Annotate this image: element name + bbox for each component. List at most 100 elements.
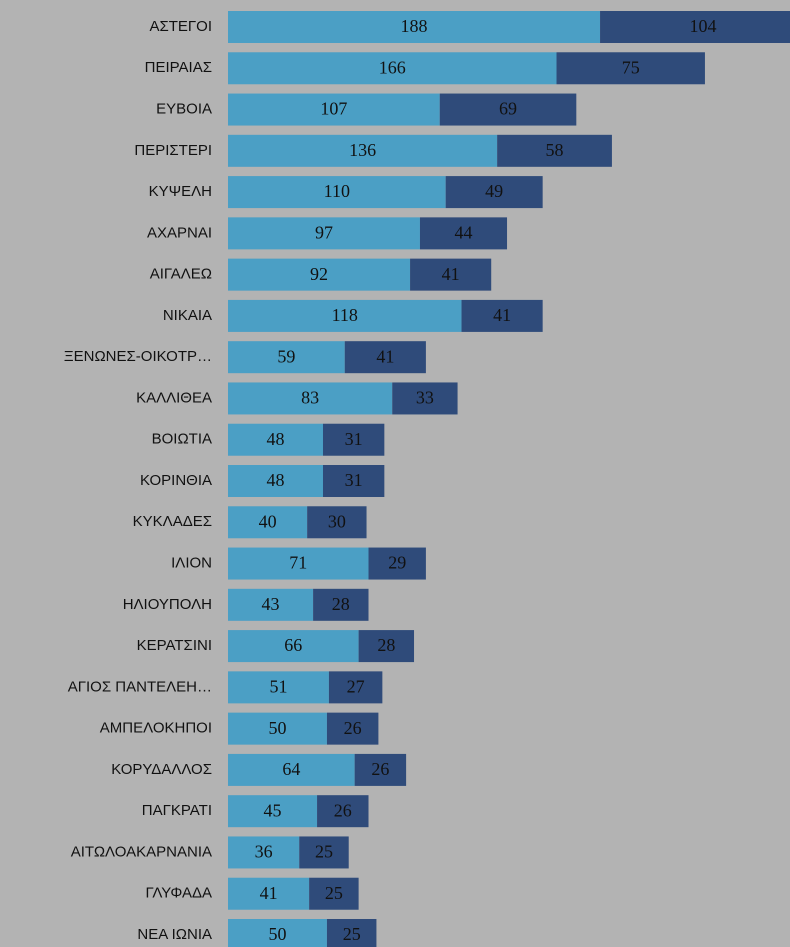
value-label: 26	[334, 800, 352, 820]
category-label: ΠΕΙΡΑΙΑΣ	[145, 59, 212, 76]
value-label: 64	[282, 759, 300, 779]
category-label: ΚΕΡΑΤΣΙΝΙ	[137, 637, 212, 654]
bar-segment	[228, 52, 557, 85]
value-label: 104	[689, 16, 716, 36]
value-label: 75	[622, 57, 640, 77]
bar-segment	[497, 134, 612, 167]
value-label: 33	[416, 388, 434, 408]
category-label: ΒΟΙΩΤΙΑ	[152, 431, 212, 448]
value-label: 25	[343, 924, 361, 944]
value-label: 25	[315, 842, 333, 862]
value-label: 69	[499, 99, 517, 119]
category-label: ΞΕΝΩΝΕΣ-ΟΙΚΟΤΡ…	[64, 348, 212, 365]
bar-segment	[317, 795, 369, 828]
bar-segment	[326, 712, 379, 745]
value-label: 43	[262, 594, 280, 614]
value-label: 31	[345, 470, 363, 490]
value-label: 48	[266, 429, 284, 449]
bar-segment	[328, 671, 383, 704]
bar-segment	[228, 877, 310, 910]
bar-segment	[410, 258, 492, 291]
bar-segment	[313, 588, 369, 621]
value-label: 31	[345, 429, 363, 449]
bar-segment	[307, 506, 367, 539]
bar-segment	[309, 877, 359, 910]
bar-segment	[322, 465, 385, 497]
value-label: 28	[332, 594, 350, 614]
value-label: 41	[260, 883, 278, 903]
value-label: 26	[371, 759, 389, 779]
value-label: 166	[379, 57, 406, 77]
bar-segment	[228, 176, 446, 209]
bar-segment	[322, 423, 385, 456]
bar-segment	[600, 11, 790, 43]
category-label: ΓΛΥΦΑΔΑ	[145, 885, 212, 902]
value-label: 41	[493, 305, 511, 325]
bar-segment	[228, 423, 323, 456]
bar-segment	[228, 588, 314, 621]
bar-segment	[228, 630, 359, 663]
bar-segment	[228, 217, 420, 250]
value-label: 40	[259, 511, 277, 531]
bar-segment	[228, 547, 369, 580]
category-label: ΚΥΨΕΛΗ	[149, 183, 212, 200]
value-label: 118	[332, 305, 358, 325]
value-label: 50	[268, 924, 286, 944]
category-label: ΚΟΡΥΔΑΛΛΟΣ	[111, 761, 212, 778]
value-label: 41	[376, 346, 394, 366]
bar-segment	[228, 11, 601, 43]
value-label: 44	[455, 222, 473, 242]
category-label: ΕΥΒΟΙΑ	[156, 101, 212, 118]
bar-segment	[228, 465, 323, 497]
value-label: 92	[310, 264, 328, 284]
category-label: ΠΑΓΚΡΑΤΙ	[142, 802, 212, 819]
bar-segment	[556, 52, 705, 85]
value-label: 188	[401, 16, 428, 36]
value-label: 71	[289, 553, 307, 573]
category-label: ΚΟΡΙΝΘΙΑ	[140, 472, 212, 489]
value-label: 51	[269, 676, 287, 696]
bar-segment	[344, 341, 426, 374]
bar-segment	[419, 217, 508, 250]
value-label: 136	[349, 140, 376, 160]
value-label: 45	[264, 800, 282, 820]
bar-segment	[299, 836, 349, 869]
category-label: ΑΜΠΕΛΟΚΗΠΟΙ	[100, 720, 212, 737]
value-label: 66	[284, 635, 302, 655]
bar-segment	[439, 93, 577, 126]
value-label: 36	[255, 842, 273, 862]
bar-segment	[228, 671, 329, 704]
bar-segment	[461, 299, 543, 332]
category-label: ΚΑΛΛΙΘΕΑ	[136, 389, 212, 406]
bar-segment	[228, 795, 318, 828]
bar-segment	[228, 506, 308, 539]
bar-segment	[228, 134, 498, 167]
value-label: 48	[266, 470, 284, 490]
category-label: ΑΣΤΕΓΟΙ	[149, 18, 212, 35]
value-label: 49	[485, 181, 503, 201]
category-label: ΑΧΑΡΝΑΙ	[147, 224, 212, 241]
category-label: ΑΓΙΟΣ ΠΑΝΤΕΛΕΗ…	[68, 678, 212, 695]
bar-segment	[228, 836, 300, 869]
bar-segment	[228, 919, 327, 947]
value-label: 50	[268, 718, 286, 738]
bar-segment	[228, 382, 393, 415]
value-label: 27	[347, 676, 365, 696]
value-label: 58	[546, 140, 564, 160]
value-label: 83	[301, 388, 319, 408]
value-label: 26	[344, 718, 362, 738]
value-label: 28	[377, 635, 395, 655]
category-label: ΙΛΙΟΝ	[171, 555, 212, 572]
value-label: 59	[277, 346, 295, 366]
category-label: ΗΛΙΟΥΠΟΛΗ	[123, 596, 212, 613]
value-label: 97	[315, 222, 333, 242]
bar-segment	[358, 630, 415, 663]
bar-segment	[392, 382, 458, 415]
bar-segment	[445, 176, 543, 209]
bar-segment	[228, 712, 327, 745]
bar-segment	[228, 93, 440, 126]
category-label: ΝΙΚΑΙΑ	[163, 307, 212, 324]
bar-segment	[228, 299, 462, 332]
bar-segment	[354, 753, 407, 786]
